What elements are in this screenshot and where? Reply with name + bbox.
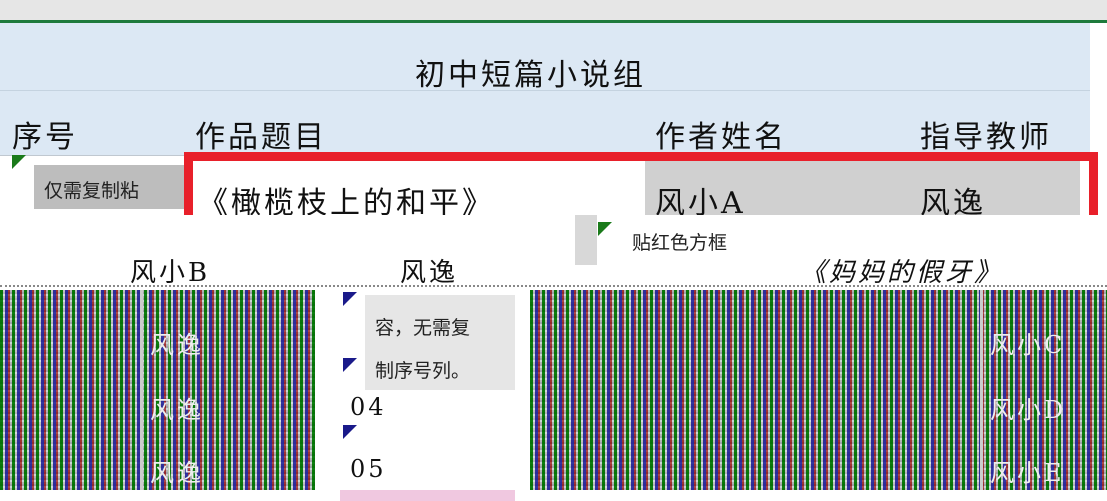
- title-band-divider: [0, 90, 1090, 91]
- teacher: 风逸: [150, 396, 204, 424]
- comment-flag: [598, 222, 612, 236]
- tooltip-box: [34, 165, 184, 209]
- white-strip: [0, 215, 1107, 290]
- comment-flag: [343, 358, 357, 372]
- tooltip-box: [575, 215, 797, 265]
- col-header: 作者姓名: [655, 120, 787, 155]
- col-header: 指导教师: [920, 120, 1052, 155]
- comment-flag: [343, 292, 357, 306]
- comment-flag: [12, 155, 26, 169]
- separator: [980, 290, 983, 490]
- author: 风小C: [990, 331, 1066, 359]
- teacher: 风逸: [150, 459, 204, 487]
- noise-block: [0, 290, 315, 490]
- teacher: 风逸: [400, 258, 459, 288]
- comment-flag: [343, 425, 357, 439]
- tooltip-text: 制序号列。: [375, 360, 471, 382]
- tooltip-text: 容，无需复: [375, 317, 471, 339]
- noise-block: [530, 290, 1107, 490]
- col-header: 序号: [12, 120, 78, 155]
- column-header-strip: [0, 0, 1107, 23]
- bottom-bar: [340, 490, 515, 501]
- tooltip-box: [365, 295, 515, 390]
- teacher: 风逸: [150, 331, 204, 359]
- seq-number: 05: [350, 455, 387, 483]
- author: 风小D: [990, 396, 1067, 424]
- gray-cell: [645, 160, 1080, 215]
- seq-number: 04: [350, 393, 387, 421]
- tooltip-text: 仅需复制粘: [44, 180, 140, 202]
- group-title: 初中短篇小说组: [415, 58, 646, 93]
- separator: [140, 290, 143, 490]
- author: 风小E: [990, 459, 1065, 487]
- red-box: [184, 152, 1098, 224]
- dotted-line: [0, 285, 1107, 287]
- title-band: [0, 23, 1090, 156]
- col-header: 作品题目: [195, 120, 327, 155]
- work-title: 《妈妈的假牙》: [800, 258, 1004, 288]
- tooltip-text: 贴红色方框: [632, 232, 728, 254]
- author: 风小B: [130, 258, 211, 288]
